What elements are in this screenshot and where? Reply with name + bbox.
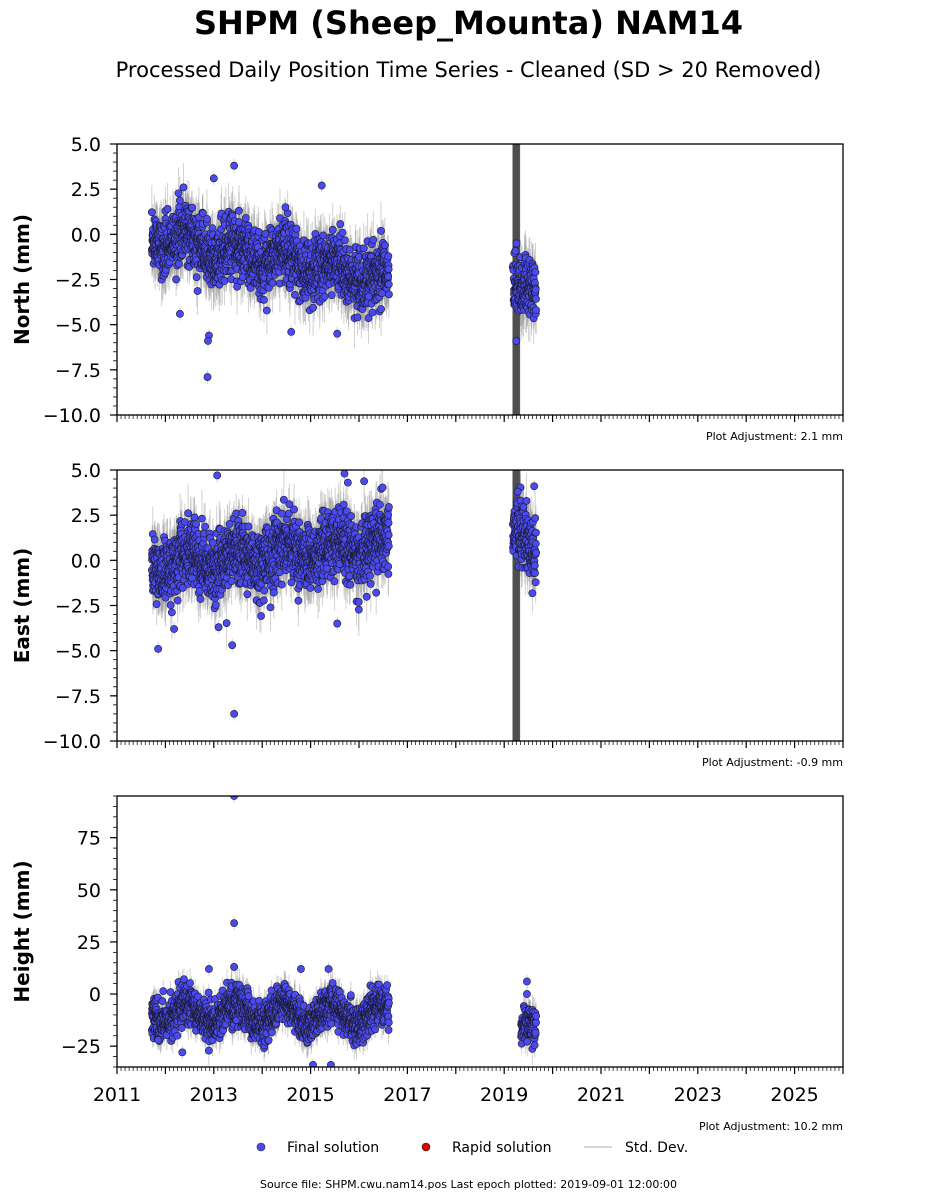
data-point <box>174 259 183 268</box>
data-point <box>333 329 342 338</box>
data-point <box>203 214 211 223</box>
data-point <box>320 292 329 301</box>
data-point <box>192 273 201 282</box>
data-point <box>317 181 326 190</box>
north-points-layer <box>147 161 541 381</box>
data-point <box>384 265 393 273</box>
data-point <box>531 285 540 294</box>
data-point <box>328 225 337 234</box>
y-tick-label: −10.0 <box>43 405 101 427</box>
y-tick-label: 2.5 <box>71 179 101 201</box>
data-point <box>230 161 239 170</box>
data-point <box>176 309 184 318</box>
data-point <box>384 280 393 289</box>
data-point <box>163 205 172 213</box>
data-point <box>512 239 521 248</box>
north-axis-title: North (mm) <box>10 214 34 345</box>
data-point <box>377 226 385 235</box>
data-point <box>188 203 197 212</box>
data-point <box>268 279 277 287</box>
data-point <box>368 308 377 317</box>
north-plot-adjustment: Plot Adjustment: 2.1 mm <box>706 430 843 443</box>
data-point <box>380 241 389 250</box>
data-point <box>193 287 202 295</box>
data-point <box>287 327 296 336</box>
data-point <box>198 209 207 218</box>
data-point <box>532 306 541 315</box>
data-point <box>209 174 218 183</box>
data-point <box>338 228 347 237</box>
data-point <box>309 303 318 312</box>
data-point <box>384 272 393 281</box>
data-point <box>369 235 378 244</box>
data-point <box>531 268 540 277</box>
data-point <box>385 290 393 299</box>
data-point <box>532 294 540 303</box>
data-point <box>512 337 521 345</box>
data-point <box>179 183 188 192</box>
data-point <box>384 252 393 261</box>
data-point <box>292 224 301 233</box>
north-panel: 5.0 2.5 0.0 −2.5 −5.0 −7.5 −10.0 North (mm) Plot… <box>10 134 844 443</box>
data-point <box>147 208 156 217</box>
data-point <box>203 373 212 381</box>
chart-subtitle: Processed Daily Position Time Series - C… <box>115 58 822 82</box>
y-tick-label: 5.0 <box>71 134 101 156</box>
data-point <box>241 214 250 222</box>
data-point <box>511 247 520 255</box>
data-point <box>327 291 336 300</box>
y-tick-label: −2.5 <box>55 270 101 292</box>
y-tick-label: −5.0 <box>55 315 101 337</box>
data-point <box>336 220 345 228</box>
data-point <box>341 236 349 245</box>
data-point <box>262 306 271 315</box>
chart-title: SHPM (Sheep_Mounta) NAM14 <box>194 4 743 42</box>
data-point <box>204 337 212 345</box>
y-tick-label: −7.5 <box>55 360 101 382</box>
data-point <box>235 218 243 227</box>
data-point <box>174 189 183 198</box>
data-point <box>175 196 184 205</box>
data-point <box>281 203 290 212</box>
data-point <box>235 206 243 215</box>
data-point <box>260 295 268 304</box>
data-point <box>291 291 299 299</box>
data-point <box>353 313 362 322</box>
data-point <box>359 244 368 253</box>
data-point <box>254 227 263 236</box>
y-tick-label: 0.0 <box>71 224 101 246</box>
data-point <box>208 224 217 232</box>
data-point <box>377 305 385 314</box>
data-point <box>233 282 241 291</box>
data-point <box>261 229 270 238</box>
data-point <box>172 275 180 284</box>
data-point <box>220 277 229 285</box>
data-point <box>364 314 373 322</box>
